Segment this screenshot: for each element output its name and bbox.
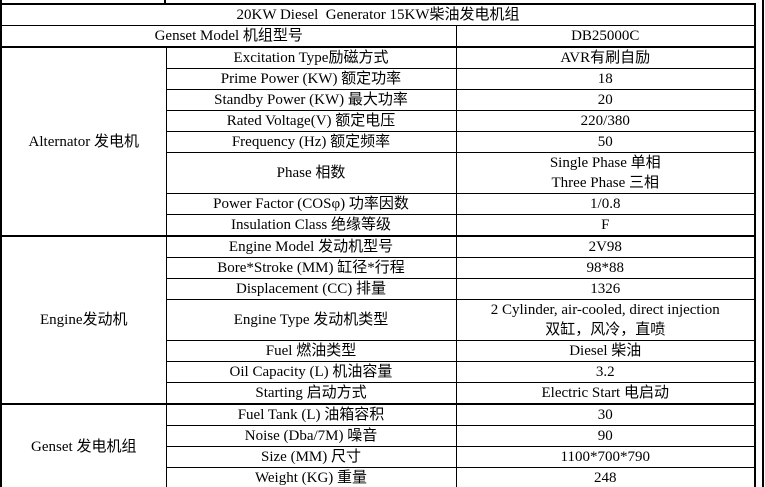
- spec-label: Engine Model 发动机型号: [165, 235, 457, 258]
- spec-value: 20: [455, 89, 756, 111]
- spec-label: Phase 相数: [165, 152, 457, 194]
- model-value: DB25000C: [455, 25, 756, 48]
- spec-row: Phase 相数 Single Phase 单相 Three Phase 三相: [1, 152, 756, 194]
- spec-value: 220/380: [455, 110, 756, 132]
- group-label: Genset 发电机组: [0, 403, 167, 487]
- spec-label: Displacement (CC) 排量: [165, 278, 457, 300]
- spec-value: 2 Cylinder, air-cooled, direct injection…: [455, 299, 756, 341]
- spec-label: Fuel 燃油类型: [165, 340, 457, 362]
- spec-value: 50: [455, 131, 756, 153]
- spec-value: Single Phase 单相 Three Phase 三相: [455, 152, 756, 194]
- spec-label: Engine Type 发动机类型: [165, 299, 457, 341]
- spec-label: Excitation Type励磁方式: [165, 46, 457, 69]
- spec-row: Power Factor (COSφ) 功率因数 1/0.8: [1, 193, 756, 215]
- cropped-border-remnant-right: [762, 0, 764, 487]
- spec-value: Diesel 柴油: [455, 340, 756, 362]
- spec-label: Oil Capacity (L) 机油容量: [165, 361, 457, 383]
- spec-value: 2V98: [455, 235, 756, 258]
- group-label: Alternator 发电机: [0, 46, 167, 237]
- cropped-border-remnant-left: [0, 0, 2, 3]
- spec-label: Starting 启动方式: [165, 382, 457, 405]
- spec-row: Size (MM) 尺寸 1100*700*790: [1, 446, 756, 468]
- spec-value: 1100*700*790: [455, 446, 756, 468]
- spec-row: Alternator 发电机 Excitation Type励磁方式 AVR有刷自励: [0, 46, 756, 237]
- spec-label: Size (MM) 尺寸: [165, 446, 457, 468]
- spec-row: Frequency (Hz) 额定频率 50: [1, 131, 756, 153]
- spec-value: 3.2: [455, 361, 756, 383]
- spec-value: AVR有刷自励: [455, 46, 756, 69]
- title-row: 20KW Diesel Generator 15KW柴油发电机组: [0, 3, 756, 26]
- model-label: Genset Model 机组型号: [0, 25, 457, 48]
- spec-table: 20KW Diesel Generator 15KW柴油发电机组 Genset …: [0, 3, 757, 487]
- spec-row: Standby Power (KW) 最大功率 20: [1, 89, 756, 111]
- spec-row: Weight (KG) 重量 248: [1, 467, 756, 487]
- spec-label: Standby Power (KW) 最大功率: [165, 89, 457, 111]
- spec-row: Fuel 燃油类型 Diesel 柴油: [1, 340, 756, 362]
- spec-value: 1326: [455, 278, 756, 300]
- spec-label: Prime Power (KW) 额定功率: [165, 68, 457, 90]
- spec-value: 90: [455, 425, 756, 447]
- spec-row: Engine发动机 Engine Model 发动机型号 2V98: [0, 235, 756, 405]
- spec-label: Noise (Dba/7M) 噪音: [165, 425, 457, 447]
- spec-row: Genset 发电机组 Fuel Tank (L) 油箱容积 30: [0, 403, 756, 487]
- cropped-border-remnant-mid: [164, 0, 166, 3]
- spec-label: Fuel Tank (L) 油箱容积: [165, 403, 457, 426]
- spec-label: Power Factor (COSφ) 功率因数: [165, 193, 457, 215]
- spec-label: Insulation Class 绝缘等级: [165, 214, 457, 237]
- spec-label: Frequency (Hz) 额定频率: [165, 131, 457, 153]
- spec-label: Rated Voltage(V) 额定电压: [165, 110, 457, 132]
- spec-value: 1/0.8: [455, 193, 756, 215]
- spec-row: Noise (Dba/7M) 噪音 90: [1, 425, 756, 447]
- group-label: Engine发动机: [0, 235, 167, 405]
- page-title: 20KW Diesel Generator 15KW柴油发电机组: [0, 3, 756, 26]
- spec-value: 98*88: [455, 257, 756, 279]
- spec-value: 248: [455, 467, 756, 487]
- spec-value: 18: [455, 68, 756, 90]
- spec-value: Electric Start 电启动: [455, 382, 756, 405]
- spec-label: Weight (KG) 重量: [165, 467, 457, 487]
- spec-value: 30: [455, 403, 756, 426]
- spec-row: Oil Capacity (L) 机油容量 3.2: [1, 361, 756, 383]
- spec-label: Bore*Stroke (MM) 缸径*行程: [165, 257, 457, 279]
- spec-value: F: [455, 214, 756, 237]
- model-row: Genset Model 机组型号 DB25000C: [0, 25, 756, 48]
